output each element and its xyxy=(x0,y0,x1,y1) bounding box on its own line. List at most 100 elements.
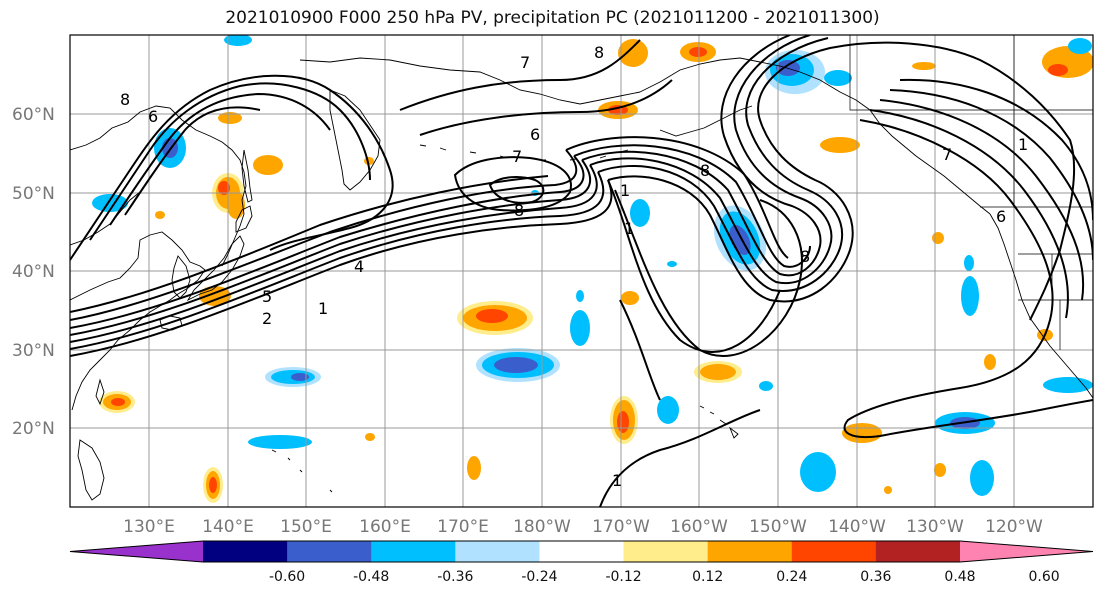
precip-positive-blob xyxy=(912,62,936,70)
precip-positive-blob xyxy=(618,39,648,67)
precip-negative-blob xyxy=(92,194,128,212)
contour-label: 7 xyxy=(512,147,522,166)
lon-label: 140°W xyxy=(828,517,886,537)
colorbar-segment xyxy=(455,541,540,562)
contour-label: 8 xyxy=(594,43,604,62)
map-title: 2021010900 F000 250 hPa PV, precipitatio… xyxy=(225,8,880,28)
contour-label: 1 xyxy=(612,471,622,490)
colorbar-tick-label: -0.24 xyxy=(521,569,557,585)
colorbar-tick-label: 0.60 xyxy=(1029,569,1060,585)
precip-negative-blob xyxy=(576,290,584,302)
precip-positive-blob xyxy=(689,47,707,57)
lon-label: 170°E xyxy=(437,517,489,537)
precip-negative-blob xyxy=(570,310,590,346)
precip-negative-blob xyxy=(248,435,312,449)
contour-label: 8 xyxy=(120,90,130,109)
lon-label: 160°W xyxy=(670,517,728,537)
lat-label: 60°N xyxy=(12,105,55,125)
lon-label: 130°E xyxy=(123,517,175,537)
contour-label: 6 xyxy=(530,125,540,144)
precip-negative-blob xyxy=(800,452,836,492)
colorbar-segment xyxy=(371,541,456,562)
precip-negative-blob xyxy=(667,261,677,267)
colorbar-extend-low xyxy=(70,541,203,562)
precip-negative-blob xyxy=(824,70,852,86)
contour-label: 8 xyxy=(800,247,810,266)
precip-positive-blob xyxy=(700,364,736,380)
precip-positive-blob xyxy=(111,398,125,406)
contour-label: 1 xyxy=(318,299,328,318)
precip-negative-blob xyxy=(970,460,994,496)
colorbar-segment xyxy=(623,541,709,562)
colorbar-outline xyxy=(69,540,1094,563)
contour-label: 2 xyxy=(262,309,272,328)
colorbar-tick-label: -0.60 xyxy=(269,569,305,585)
precip-positive-blob xyxy=(218,181,230,195)
lon-label: 120°W xyxy=(985,517,1043,537)
contour-label: 1 xyxy=(1018,135,1028,154)
colorbar-segment xyxy=(707,541,793,562)
contour-label: 7 xyxy=(942,145,952,164)
precip-positive-blob xyxy=(1048,64,1068,76)
colorbar-tick-label: -0.48 xyxy=(353,569,389,585)
colorbar-tick-label: 0.24 xyxy=(776,569,807,585)
lat-label: 50°N xyxy=(12,184,55,204)
contour-label: 5 xyxy=(262,287,272,306)
colorbar-segment xyxy=(791,541,877,562)
colorbar-segment xyxy=(203,541,288,562)
lon-label: 130°W xyxy=(906,517,964,537)
contour-label: 8 xyxy=(514,201,524,220)
precip-negative-blob xyxy=(961,276,979,316)
precip-negative-blob xyxy=(494,357,538,373)
contour-label: 6 xyxy=(996,207,1006,226)
precip-negative-blob xyxy=(964,255,974,271)
precip-negative-blob xyxy=(224,35,252,46)
precip-positive-blob xyxy=(253,155,283,175)
contour-label: 6 xyxy=(148,107,158,126)
colorbar-segment xyxy=(539,541,625,562)
colorbar: -0.60 -0.48 -0.36 -0.24 -0.12 0.12 0.24 0.36 0.4… xyxy=(69,540,1094,585)
lon-label: 150°W xyxy=(749,517,807,537)
precip-negative-blob xyxy=(630,199,650,227)
lat-label: 30°N xyxy=(12,341,55,361)
latitude-labels: 60°N 50°N 40°N 30°N 20°N xyxy=(12,105,55,439)
precip-positive-blob xyxy=(884,486,892,494)
precip-negative-blob xyxy=(1043,377,1093,393)
lon-label: 180°W xyxy=(513,517,571,537)
colorbar-segment xyxy=(875,541,961,562)
map-area: 8 6 7 8 7 8 6 8 1 1 5 4 2 1 8 7 1 6 1 xyxy=(70,35,1093,507)
lat-label: 40°N xyxy=(12,262,55,282)
graticule xyxy=(70,35,1093,507)
precip-negative-blob xyxy=(291,373,309,381)
colorbar-tick-label: 0.48 xyxy=(944,569,975,585)
contour-label: 4 xyxy=(354,257,364,276)
precip-positive-blob xyxy=(476,309,508,323)
precip-negative-blob xyxy=(1068,38,1092,54)
contour-label: 1 xyxy=(620,181,630,200)
precip-negative-blob xyxy=(759,381,773,391)
precip-positive-blob xyxy=(932,232,944,244)
precip-positive-blob xyxy=(199,286,231,306)
colorbar-tick-label: 0.12 xyxy=(692,569,723,585)
colorbar-tick-label: -0.36 xyxy=(437,569,473,585)
longitude-labels: 130°E 140°E 150°E 160°E 170°E 180°W 170°… xyxy=(123,517,1043,537)
colorbar-tick-label: 0.36 xyxy=(860,569,891,585)
precip-positive-blob xyxy=(934,463,946,477)
precip-positive-blob xyxy=(209,477,217,493)
lon-label: 160°E xyxy=(359,517,411,537)
precip-positive-blob xyxy=(218,112,242,124)
lon-label: 170°W xyxy=(592,517,650,537)
map-frame xyxy=(69,34,1094,508)
precip-positive-blob xyxy=(820,137,860,153)
lon-label: 150°E xyxy=(280,517,332,537)
lat-label: 20°N xyxy=(12,419,55,439)
contour-label: 7 xyxy=(520,53,530,72)
colorbar-segment xyxy=(287,541,372,562)
pv-contours xyxy=(70,35,1093,507)
precip-positive-blob xyxy=(617,411,629,433)
contour-labels: 8 6 7 8 7 8 6 8 1 1 5 4 2 1 8 7 1 6 1 xyxy=(120,43,1028,490)
lon-label: 140°E xyxy=(202,517,254,537)
colorbar-extend-high xyxy=(960,541,1093,562)
precip-negative-blob xyxy=(657,396,679,424)
precip-positive-blob xyxy=(621,291,639,305)
